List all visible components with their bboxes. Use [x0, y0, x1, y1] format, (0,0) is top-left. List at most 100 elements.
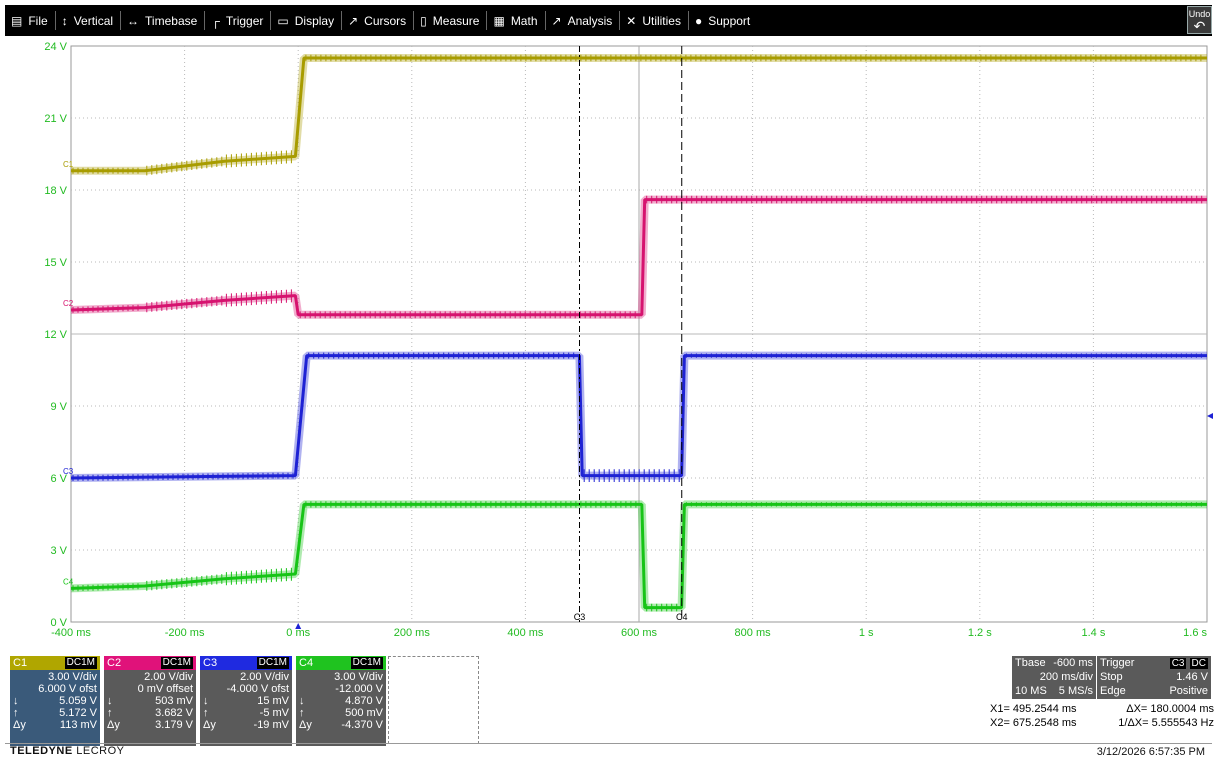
coupling-badge: DC1M	[256, 657, 289, 669]
channel-c1-box[interactable]: C1 DC1M 3.00 V/div 6.000 V ofst ↓ 5.059 V …	[10, 656, 100, 746]
menu-label: Cursors	[364, 13, 407, 28]
trace-c3-noise	[308, 352, 575, 359]
trace-c3-noise	[583, 469, 680, 482]
trace-marker-c2: C2	[63, 299, 74, 308]
menu-separator	[413, 11, 415, 30]
coupling-badge: DC1M	[160, 657, 193, 669]
cursor-down-icon: ↓	[203, 695, 209, 707]
x-tick-label: -400 ms	[51, 627, 91, 639]
menu-vertical[interactable]: ↕ Vertical	[56, 5, 120, 36]
trigger-mode: Stop	[1100, 671, 1123, 683]
trigger-icon: ┌	[211, 13, 220, 28]
x-tick-label: 600 ms	[621, 627, 658, 639]
delta-y-value: 3.179 V	[155, 719, 193, 731]
menu-timebase[interactable]: ↔ Timebase	[121, 5, 204, 36]
channel-c2-box[interactable]: C2 DC1M 2.00 V/div 0 mV offset ↓ 503 mV ↑ 3…	[104, 656, 196, 746]
timebase-box[interactable]: Tbase -600 ms 200 ms/div 10 MS 5 MS/s	[1012, 656, 1096, 699]
cursor-marker-x2: C4	[676, 612, 688, 622]
menu-analysis[interactable]: ↗ Analysis	[546, 5, 620, 36]
menu-utilities[interactable]: ✕ Utilities	[620, 5, 688, 36]
menu-bar: ▤ File ↕ Vertical ↔ Timebase ┌ Trigger ▭ Display ↗…	[0, 0, 1217, 40]
x-tick-label: 200 ms	[394, 627, 431, 639]
tbase-srate: 5 MS/s	[1058, 685, 1093, 697]
coupling-badge: DC1M	[350, 657, 383, 669]
menu-file[interactable]: ▤ File	[5, 5, 55, 36]
cursor-readout: X1= 495.2544 ms ΔX= 180.0004 ms X2= 675.2…	[990, 702, 1214, 730]
trace-c2-noise	[299, 311, 636, 319]
tbase-label: Tbase	[1015, 657, 1046, 669]
menu-separator	[486, 11, 488, 30]
trigger-level-marker	[1207, 412, 1213, 419]
vertical-icon: ↕	[61, 13, 68, 28]
menu-measure[interactable]: ▯ Measure	[414, 5, 486, 36]
trace-c4-noise	[305, 501, 637, 508]
trace-c3	[70, 354, 1207, 480]
y-tick-label: 0 V	[50, 617, 67, 629]
menu-label: Utilities	[642, 13, 681, 28]
menu-display[interactable]: ▭ Display	[271, 5, 341, 36]
delta-y-value: -19 mV	[253, 719, 289, 731]
waveform-display[interactable]: 24 V 21 V 18 V 15 V 12 V 9 V 6 V 3 V 0 V-400 ms -…	[0, 40, 1217, 640]
cursor-x1: X1= 495.2544 ms	[990, 703, 1077, 715]
y-tick-label: 21 V	[44, 113, 67, 125]
x-tick-label: -200 ms	[165, 627, 205, 639]
cursor-up-icon: ↑	[203, 707, 209, 719]
menu-math[interactable]: ▦ Math	[487, 5, 544, 36]
trigger-box[interactable]: Trigger C3 DC Stop 1.46 V Edge Positive	[1097, 656, 1211, 699]
trace-c4-noise	[72, 583, 139, 592]
cursor-up-value: -5 mV	[259, 707, 289, 719]
cursor-down-value: 5.059 V	[59, 695, 97, 707]
cursor-up-value: 500 mV	[345, 707, 383, 719]
menu-label: File	[28, 13, 48, 28]
timebase-icon: ↔	[127, 13, 140, 28]
y-tick-label: 12 V	[44, 329, 67, 341]
menu-separator	[120, 11, 122, 30]
empty-trace-slot[interactable]	[388, 656, 479, 744]
cursor-up-value: 5.172 V	[59, 707, 97, 719]
channel-c4-box[interactable]: C4 DC1M 3.00 V/div -12.000 V ↓ 4.870 V ↑ 50…	[296, 656, 386, 746]
vdiv-value: 3.00 V/div	[48, 671, 97, 683]
menu-trigger[interactable]: ┌ Trigger	[205, 5, 270, 36]
trace-c3-noise	[72, 472, 294, 481]
menu-bar-inner: ▤ File ↕ Vertical ↔ Timebase ┌ Trigger ▭ Display ↗…	[5, 5, 1212, 36]
math-icon: ▦	[493, 13, 505, 28]
support-icon: ●	[694, 13, 703, 28]
offset-value: -4.000 V ofst	[226, 683, 289, 695]
cursor-down-value: 503 mV	[155, 695, 193, 707]
cursor-down-value: 15 mV	[257, 695, 289, 707]
trace-c4	[70, 502, 1207, 610]
channel-c3-box[interactable]: C3 DC1M 2.00 V/div -4.000 V ofst ↓ 15 mV ↑…	[200, 656, 292, 746]
undo-button[interactable]: Undo ↶	[1187, 6, 1212, 34]
cursor-down-icon: ↓	[13, 695, 19, 707]
trace-marker-c1: C1	[63, 160, 74, 169]
menu-cursors[interactable]: ↗ Cursors	[342, 5, 413, 36]
trigger-type: Edge	[1100, 685, 1126, 697]
delta-y-label: Δy	[203, 719, 216, 731]
menu-label: Support	[708, 13, 751, 28]
trigger-slope: Positive	[1169, 685, 1208, 697]
menu-label: Trigger	[225, 13, 264, 28]
x-tick-label: 1.4 s	[1081, 627, 1105, 639]
trace-marker-c3: C3	[63, 467, 74, 476]
y-tick-label: 15 V	[44, 257, 67, 269]
menu-support[interactable]: ● Support	[689, 5, 757, 36]
menu-label: Vertical	[73, 13, 114, 28]
trace-c1-noise	[72, 167, 139, 174]
menu-label: Analysis	[567, 13, 613, 28]
channel-label: C2	[107, 657, 122, 669]
brand-logo: TELEDYNE LECROY	[10, 745, 125, 757]
trace-c2-noise	[225, 289, 292, 307]
x-tick-label: 800 ms	[735, 627, 772, 639]
vdiv-value: 3.00 V/div	[334, 671, 383, 683]
menu-separator	[619, 11, 621, 30]
x-tick-label: 0 ms	[286, 627, 310, 639]
menu-separator	[270, 11, 272, 30]
cursor-up-icon: ↑	[107, 707, 113, 719]
x-tick-label: 1.6 s	[1183, 627, 1207, 639]
menu-label: Math	[510, 13, 538, 28]
menu-separator	[54, 11, 56, 30]
trace-c4-noise	[646, 603, 678, 612]
trace-c4-noise	[146, 574, 223, 591]
footer-divider	[5, 743, 1212, 744]
y-tick-label: 6 V	[50, 473, 67, 485]
